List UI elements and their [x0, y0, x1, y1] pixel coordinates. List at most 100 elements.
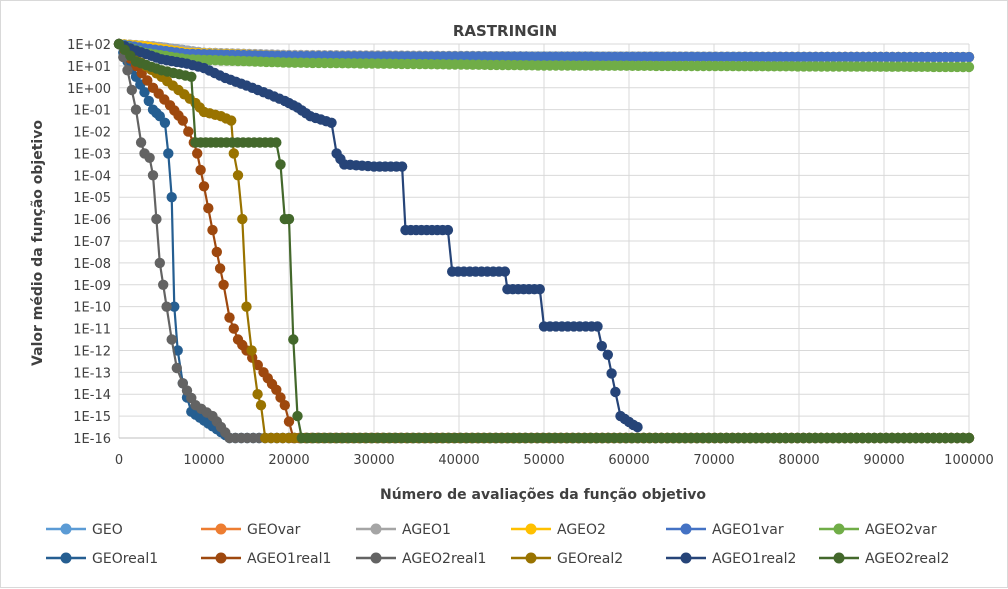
data-point [151, 213, 162, 225]
data-point [596, 340, 607, 352]
legend-marker [370, 552, 382, 564]
data-point [963, 51, 975, 63]
data-point [203, 203, 214, 214]
y-tick-label: 1E+02 [67, 38, 111, 53]
y-tick-label: 1E-15 [73, 410, 111, 425]
y-axis-title: Valor médio da função objetivo [30, 120, 46, 366]
data-point [161, 301, 172, 312]
legend-item-AGEO2real1: AGEO2real1 [356, 551, 486, 567]
data-point [246, 345, 257, 356]
data-point [183, 126, 194, 137]
data-point [130, 104, 142, 115]
legend-marker [525, 552, 537, 564]
legend-item-AGEO1real2: AGEO1real2 [666, 551, 796, 567]
legend-label: AGEO2real2 [865, 551, 949, 567]
x-tick-label: 100000 [944, 453, 994, 468]
data-point [163, 148, 174, 159]
x-tick-label: 30000 [353, 453, 394, 468]
legend-item-AGEO2: AGEO2 [511, 522, 606, 538]
legend-marker [833, 523, 845, 535]
x-tick-label: 70000 [693, 453, 734, 468]
y-tick-label: 1E-13 [73, 366, 111, 381]
data-point [275, 392, 286, 403]
y-tick-label: 1E+01 [67, 60, 111, 75]
data-point [606, 368, 617, 379]
data-point [224, 312, 235, 323]
data-point [255, 400, 267, 411]
legend-label: GEOvar [247, 522, 301, 538]
legend-item-GEOvar: GEOvar [201, 522, 301, 538]
x-tick-label: 20000 [268, 453, 309, 468]
data-point [963, 61, 975, 73]
y-tick-label: 1E-11 [73, 323, 111, 338]
data-point [602, 349, 613, 360]
x-tick-labels: 0 10000 20000 30000 40000 50000 60000 70000 8000… [115, 453, 994, 468]
data-point [186, 71, 197, 83]
legend-marker [370, 523, 382, 535]
legend-item-AGEO1real1: AGEO1real1 [201, 551, 331, 567]
x-tick-label: 0 [115, 453, 123, 468]
y-tick-labels: 1E+02 1E+01 1E+00 1E-01 1E-02 1E-03 1E-04 1E-05… [67, 38, 111, 447]
data-point [198, 181, 210, 192]
data-point [279, 400, 290, 411]
legend-label: GEOreal2 [557, 551, 623, 567]
data-point [228, 323, 239, 334]
data-point [271, 137, 282, 148]
data-point [592, 321, 603, 332]
data-point [292, 410, 303, 422]
series-AGEO2real2 [113, 38, 975, 444]
legend-marker [215, 552, 227, 564]
data-point [241, 301, 252, 312]
legend-label: AGEO2var [865, 522, 937, 538]
series-AGEO1real2 [113, 38, 643, 433]
legend-label: GEO [92, 522, 123, 538]
y-tick-label: 1E-02 [73, 126, 111, 141]
y-tick-label: 1E-03 [73, 147, 111, 162]
y-tick-label: 1E-04 [73, 169, 111, 184]
data-point [192, 148, 203, 159]
data-point [144, 152, 155, 163]
legend-label: AGEO1real2 [712, 551, 796, 567]
data-point [283, 213, 295, 225]
data-point [275, 159, 286, 170]
y-tick-label: 1E-10 [73, 301, 111, 316]
legend-item-AGEO2real2: AGEO2real2 [819, 551, 949, 567]
data-point [534, 284, 545, 295]
data-point [195, 164, 206, 176]
chart-title: RASTRINGIN [453, 22, 557, 40]
data-point [396, 161, 408, 172]
legend-label: AGEO1real1 [247, 551, 331, 567]
legend-item-GEOreal1: GEOreal1 [46, 551, 158, 567]
data-point [326, 117, 337, 128]
y-tick-label: 1E-05 [73, 191, 111, 206]
data-point [169, 301, 180, 312]
legend-item-AGEO1var: AGEO1var [666, 522, 784, 538]
data-point [214, 263, 226, 274]
x-tick-label: 80000 [778, 453, 819, 468]
y-tick-label: 1E-12 [73, 344, 111, 359]
y-tick-label: 1E-09 [73, 279, 111, 294]
data-point [237, 213, 248, 225]
data-point [610, 386, 621, 398]
x-tick-label: 50000 [523, 453, 564, 468]
data-point [177, 115, 188, 126]
grid [118, 43, 970, 439]
x-tick-label: 90000 [863, 453, 904, 468]
data-point [218, 279, 229, 290]
series-AGEO1var [113, 38, 975, 63]
legend-item-GEO: GEO [46, 522, 123, 538]
data-point [288, 334, 299, 345]
legend-item-AGEO1: AGEO1 [356, 522, 451, 538]
legend-label: AGEO2 [557, 522, 606, 538]
data-point [171, 362, 182, 374]
x-tick-label: 60000 [608, 453, 649, 468]
y-tick-label: 1E-06 [73, 213, 111, 228]
x-tick-label: 40000 [438, 453, 479, 468]
legend-marker [215, 523, 227, 535]
legend-item-AGEO2var: AGEO2var [819, 522, 937, 538]
data-point [142, 75, 153, 86]
legend: GEO GEOvar AGEO1 AGEO2 AGEO1var AGEO2var GEOre… [46, 522, 949, 567]
data-point [159, 117, 171, 128]
data-point [166, 192, 177, 203]
